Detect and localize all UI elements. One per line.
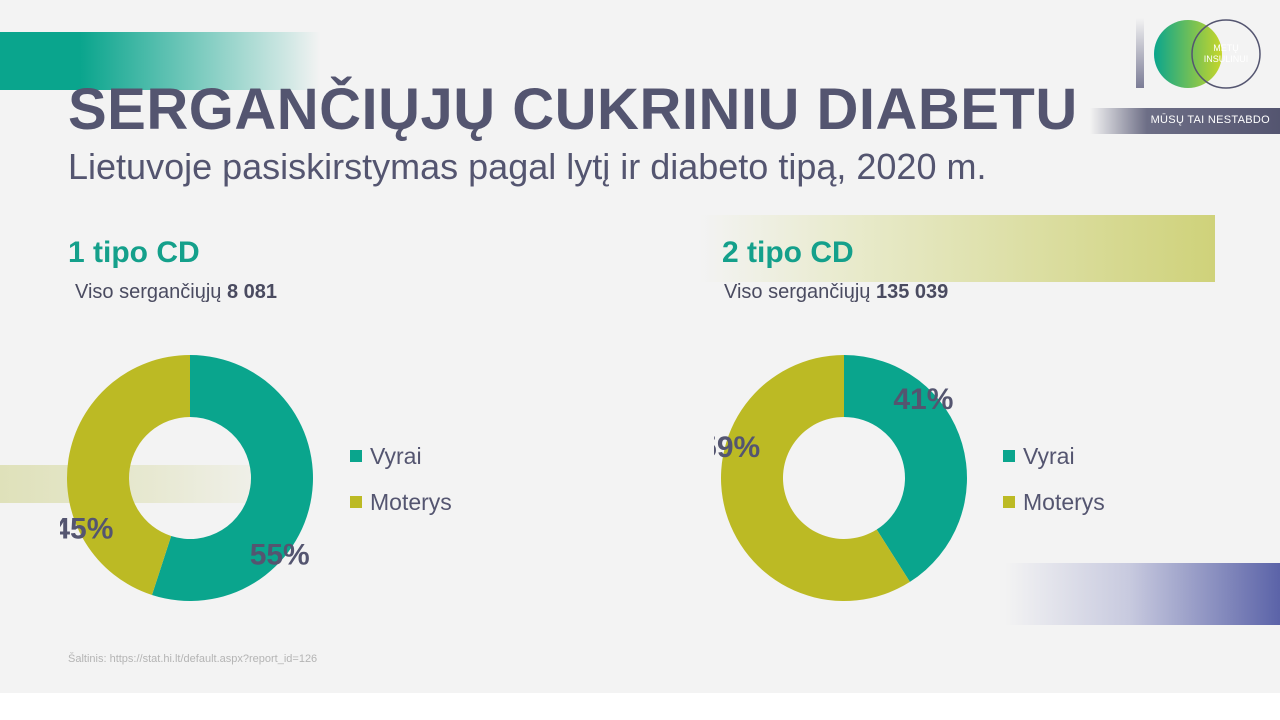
chart1-legend-item-female: Moterys [350, 479, 452, 525]
tagline-bar: MŪSŲ TAI NESTABDO [1090, 108, 1280, 134]
legend-swatch-female [1003, 496, 1015, 508]
chart1-data-label-male: 55% [250, 539, 310, 572]
logo-graphic: METŲ INSULINUI [1136, 18, 1261, 89]
legend-swatch-male [350, 450, 362, 462]
chart1-donut: 55% 45% [60, 355, 314, 601]
page-subtitle: Lietuvoje pasiskirstymas pagal lytį ir d… [68, 146, 987, 187]
page-title: SERGANČIŲJŲ CUKRINIU DIABETU [68, 77, 1078, 142]
source-note: Šaltinis: https://stat.hi.lt/default.asp… [68, 653, 318, 665]
legend-swatch-male [1003, 450, 1015, 462]
chart2-total: Viso sergančiųjų 135 039 [724, 281, 948, 304]
chart2-title: 2 tipo CD [722, 236, 854, 269]
chart1-data-label-female: 45% [60, 513, 113, 546]
chart1-total-value: 8 081 [226, 281, 278, 303]
chart1-slice-male [151, 355, 314, 601]
tagline: MŪSŲ TAI NESTABDO [1150, 114, 1270, 126]
legend-label-male: Vyrai [370, 442, 422, 469]
logo-circle-filled [1154, 20, 1222, 88]
logo-circle-outline [1191, 19, 1261, 89]
chart2-data-label-male: 41% [893, 383, 953, 416]
chart1-title: 1 tipo CD [68, 236, 200, 269]
chart2-data-label-female: 59% [714, 431, 760, 464]
legend-label-female: Moterys [370, 488, 452, 515]
decor-band-olive-right [700, 215, 1215, 282]
logo-bar [1136, 18, 1144, 88]
logo-text-1: METŲ [1213, 43, 1239, 53]
chart2-donut: 41% 59% [714, 355, 967, 601]
chart1-total: Viso sergančiųjų 8 081 [75, 281, 277, 304]
bottom-strip [0, 693, 1280, 720]
logo-text-2: INSULINUI [1204, 54, 1249, 64]
chart2-legend-item-female: Moterys [1003, 479, 1105, 525]
logo: METŲ INSULINUI [1130, 14, 1270, 94]
legend-label-female: Moterys [1023, 488, 1105, 515]
legend-swatch-female [350, 496, 362, 508]
chart2-total-label: Viso sergančiųjų [724, 281, 871, 303]
decor-band-blue [1005, 563, 1280, 625]
chart2-legend-item-male: Vyrai [1003, 433, 1105, 479]
chart1-slice-female [67, 355, 190, 595]
chart2-slice-female [720, 355, 910, 601]
chart1-legend: Vyrai Moterys [350, 433, 452, 525]
chart1-legend-item-male: Vyrai [350, 433, 452, 479]
chart2-total-value: 135 039 [875, 281, 949, 303]
legend-label-male: Vyrai [1023, 442, 1075, 469]
chart2-legend: Vyrai Moterys [1003, 433, 1105, 525]
decor-band-teal [0, 32, 320, 90]
chart1-total-label: Viso sergančiųjų [75, 281, 222, 303]
chart2-slice-male [844, 355, 967, 582]
